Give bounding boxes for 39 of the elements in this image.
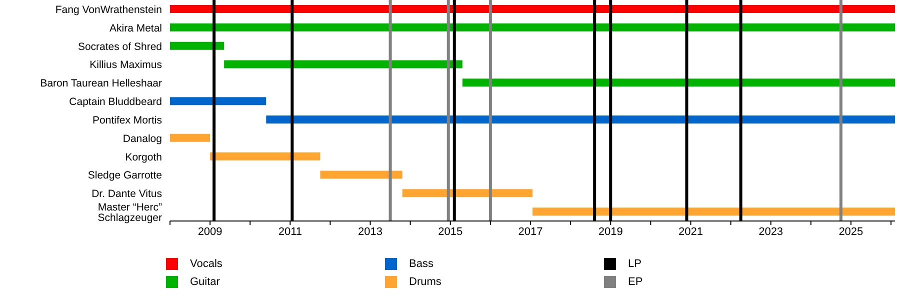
x-tick-label: 2009 [198,226,222,238]
y-tick-label: Master “Herc” Schlagzeuger [98,201,162,224]
y-tick-label: Dr. Dante Vitus [92,188,162,200]
y-tick-label: Sledge Garrotte [88,170,162,182]
legend-label: LP [628,258,642,270]
legend-label: EP [628,276,643,288]
y-tick-label: Captain Bluddbeard [69,96,162,108]
y-tick-label: Korgoth [125,151,162,164]
y-tick-label: Fang VonWrathenstein [55,4,162,16]
bar [320,170,402,179]
x-tick-label: 2019 [598,226,623,238]
bar [210,152,320,160]
x-tick-label: 2023 [758,226,784,238]
legend-label: Vocals [190,258,222,270]
x-tick-label: 2013 [358,226,383,238]
x-tick-label: 2011 [278,226,302,238]
bar [170,23,895,32]
bar [170,42,224,50]
x-tick-label: 2015 [438,226,463,238]
x-tick-label: 2017 [518,226,543,238]
bar [532,208,895,216]
y-tick-label: Killius Maximus [90,59,162,72]
y-tick-label: Pontifex Mortis [92,114,162,126]
bar [224,60,462,68]
x-tick-label: 2021 [678,226,703,238]
x-tick-label: 2025 [838,226,864,238]
y-tick-label: Akira Metal [109,22,162,34]
legend-label: Guitar [190,276,220,288]
legend-label: Bass [409,258,434,270]
y-tick-label: Baron Taurean Helleshaar [40,78,162,90]
bar [462,78,895,87]
bar [170,5,895,13]
y-tick-label: Socrates of Shred [78,40,162,53]
bar [266,116,895,124]
bar [402,189,532,198]
y-tick-label: Danalog [122,132,162,145]
bar [170,134,210,142]
legend-label: Drums [409,276,442,288]
bar [170,97,266,106]
